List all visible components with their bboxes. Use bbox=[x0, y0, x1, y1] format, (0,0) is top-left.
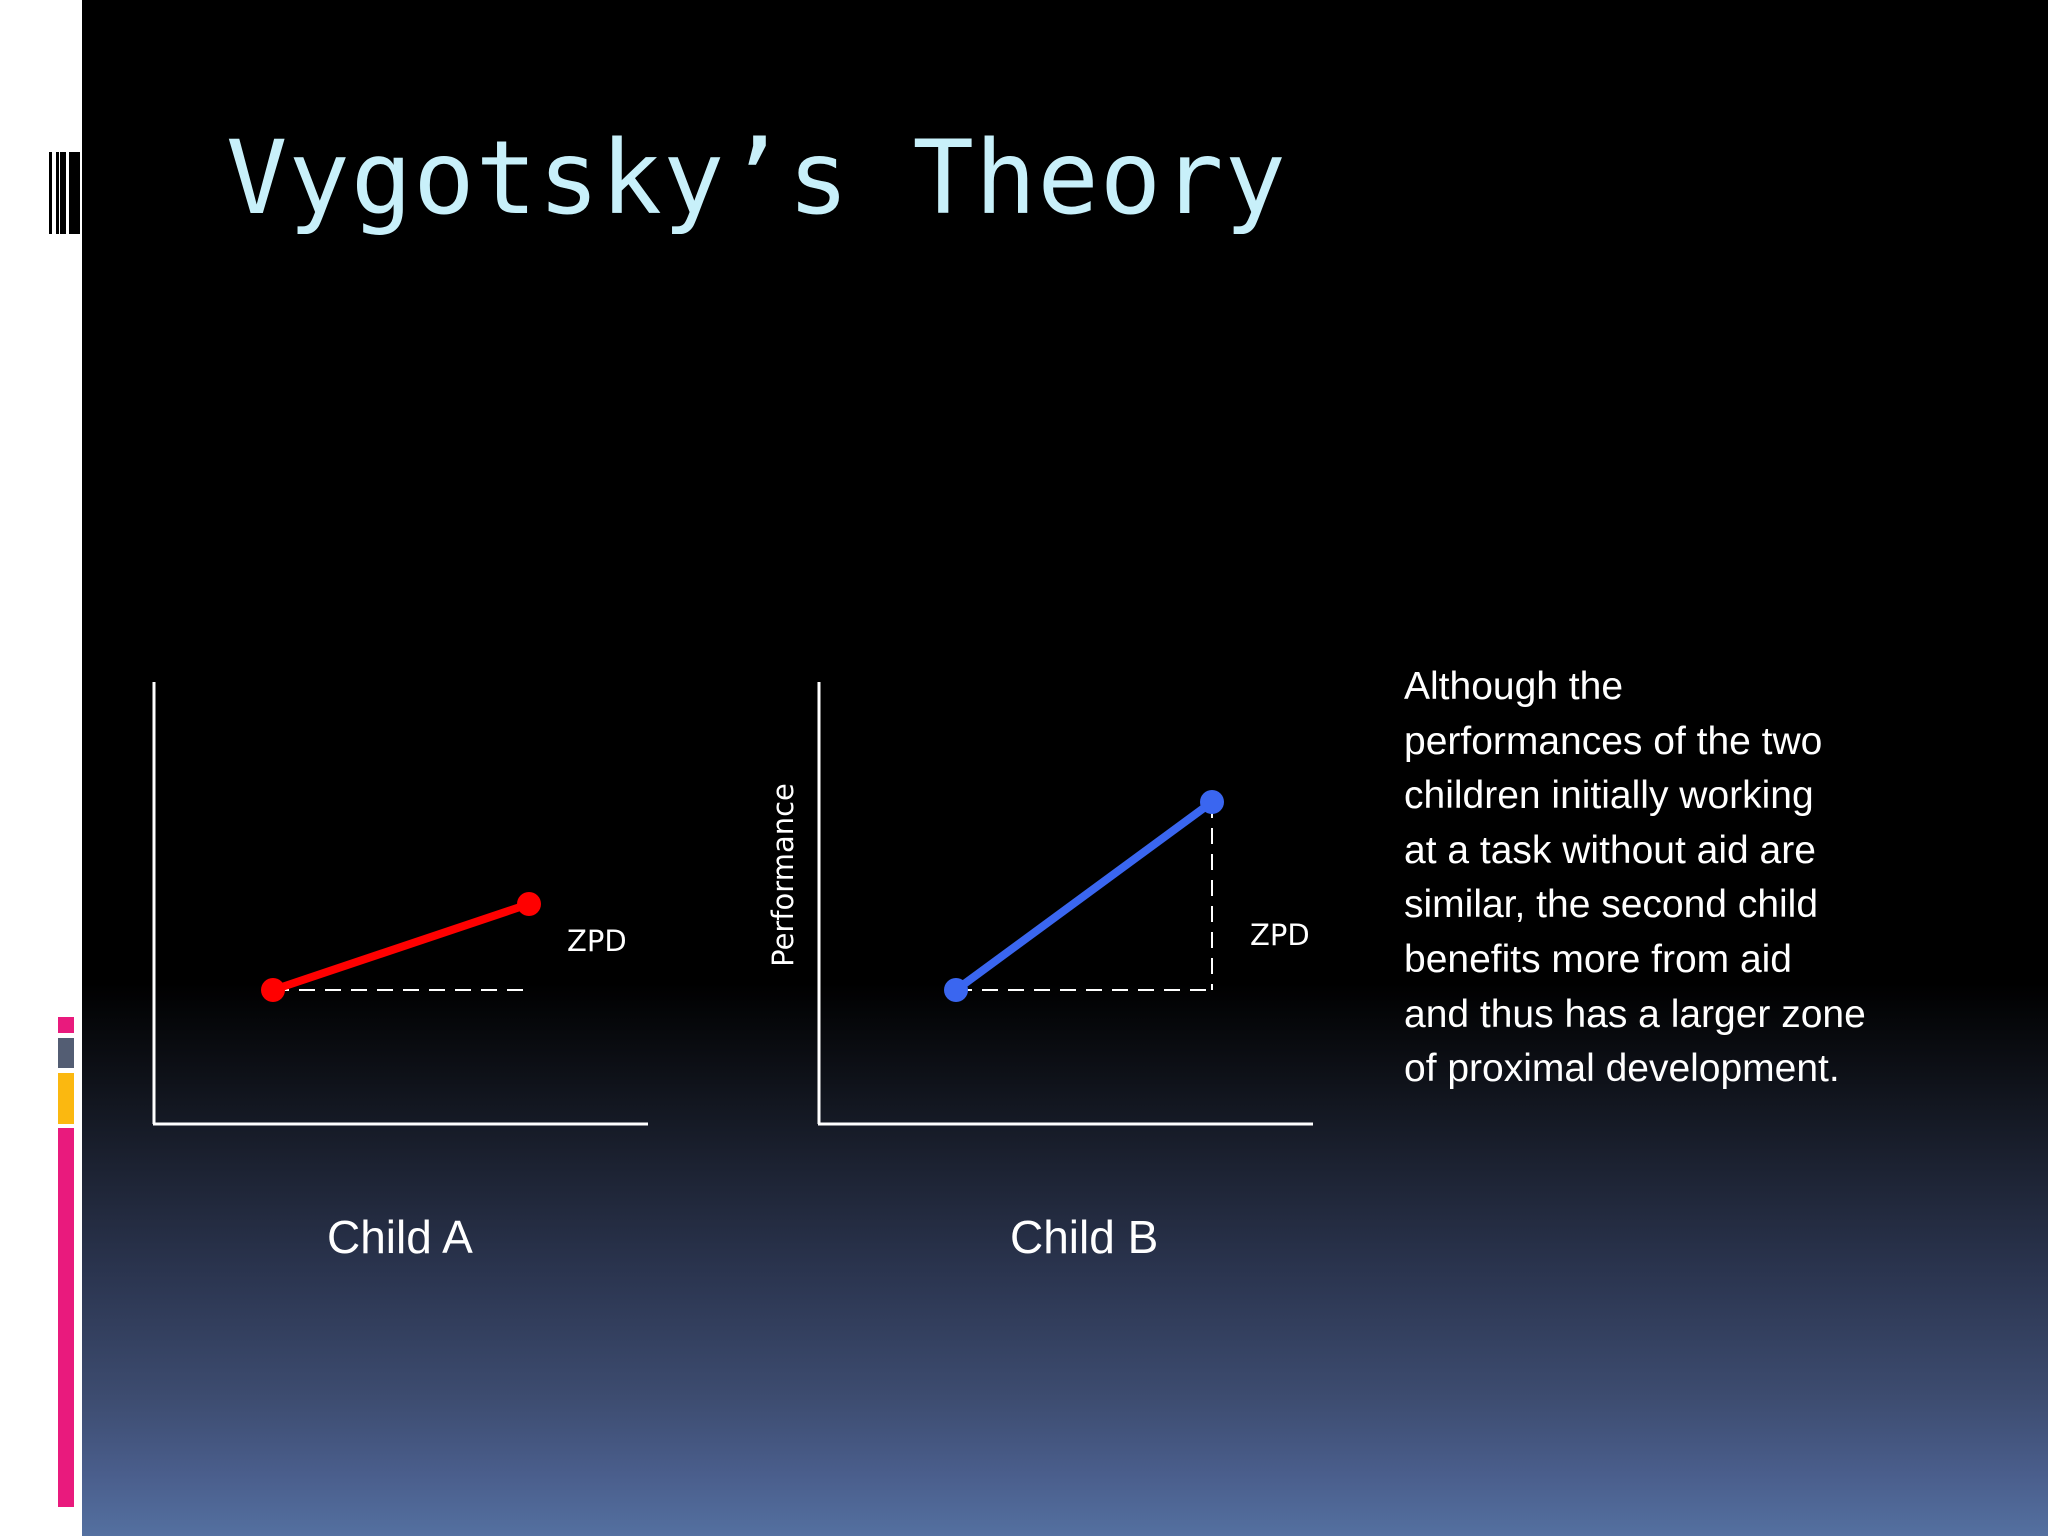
chart-a-start-point bbox=[261, 978, 285, 1002]
barcode-icon bbox=[60, 152, 66, 234]
chart-b-caption: Child B bbox=[1010, 1211, 1159, 1263]
chart-a-zpd-label: ZPD bbox=[567, 924, 627, 958]
chart-a-series bbox=[261, 892, 541, 1002]
chart-a-end-point bbox=[517, 892, 541, 916]
chart-b-axes bbox=[817, 682, 1313, 1126]
chart-a-caption: Child A bbox=[327, 1211, 473, 1263]
chart-a-axes bbox=[152, 682, 648, 1126]
barcode-icon bbox=[69, 152, 80, 234]
explanation-text: Although the performances of the two chi… bbox=[1404, 660, 1924, 1097]
text-line: at a task without aid are bbox=[1404, 828, 1816, 872]
text-line: similar, the second child bbox=[1404, 883, 1819, 927]
chart-b-zpd-label: ZPD bbox=[1250, 918, 1310, 952]
text-line: of proximal development. bbox=[1404, 1047, 1840, 1091]
text-line: Although the bbox=[1404, 665, 1624, 708]
accent-stripe-amber bbox=[58, 1073, 74, 1124]
accent-stripe-pink-long bbox=[58, 1128, 74, 1507]
accent-stripe-pink-small bbox=[58, 1017, 74, 1033]
barcode-icon bbox=[49, 152, 52, 234]
barcode-icon bbox=[56, 152, 59, 234]
text-line: and thus has a larger zone bbox=[1404, 992, 1866, 1036]
chart-b-start-point bbox=[944, 978, 968, 1002]
slide-canvas bbox=[82, 0, 2048, 1536]
text-line: children initially working bbox=[1404, 774, 1814, 818]
chart-b-y-axis-label: Performance bbox=[766, 783, 800, 967]
slide-title: Vygotsky’s Theory bbox=[226, 119, 1287, 238]
text-line: performances of the two bbox=[1404, 719, 1823, 763]
chart-b-series bbox=[944, 790, 1224, 1002]
text-line: benefits more from aid bbox=[1404, 937, 1793, 981]
accent-stripe-slate bbox=[58, 1038, 74, 1068]
chart-b-end-point bbox=[1200, 790, 1224, 814]
left-sidebar-decoration bbox=[0, 0, 82, 1536]
